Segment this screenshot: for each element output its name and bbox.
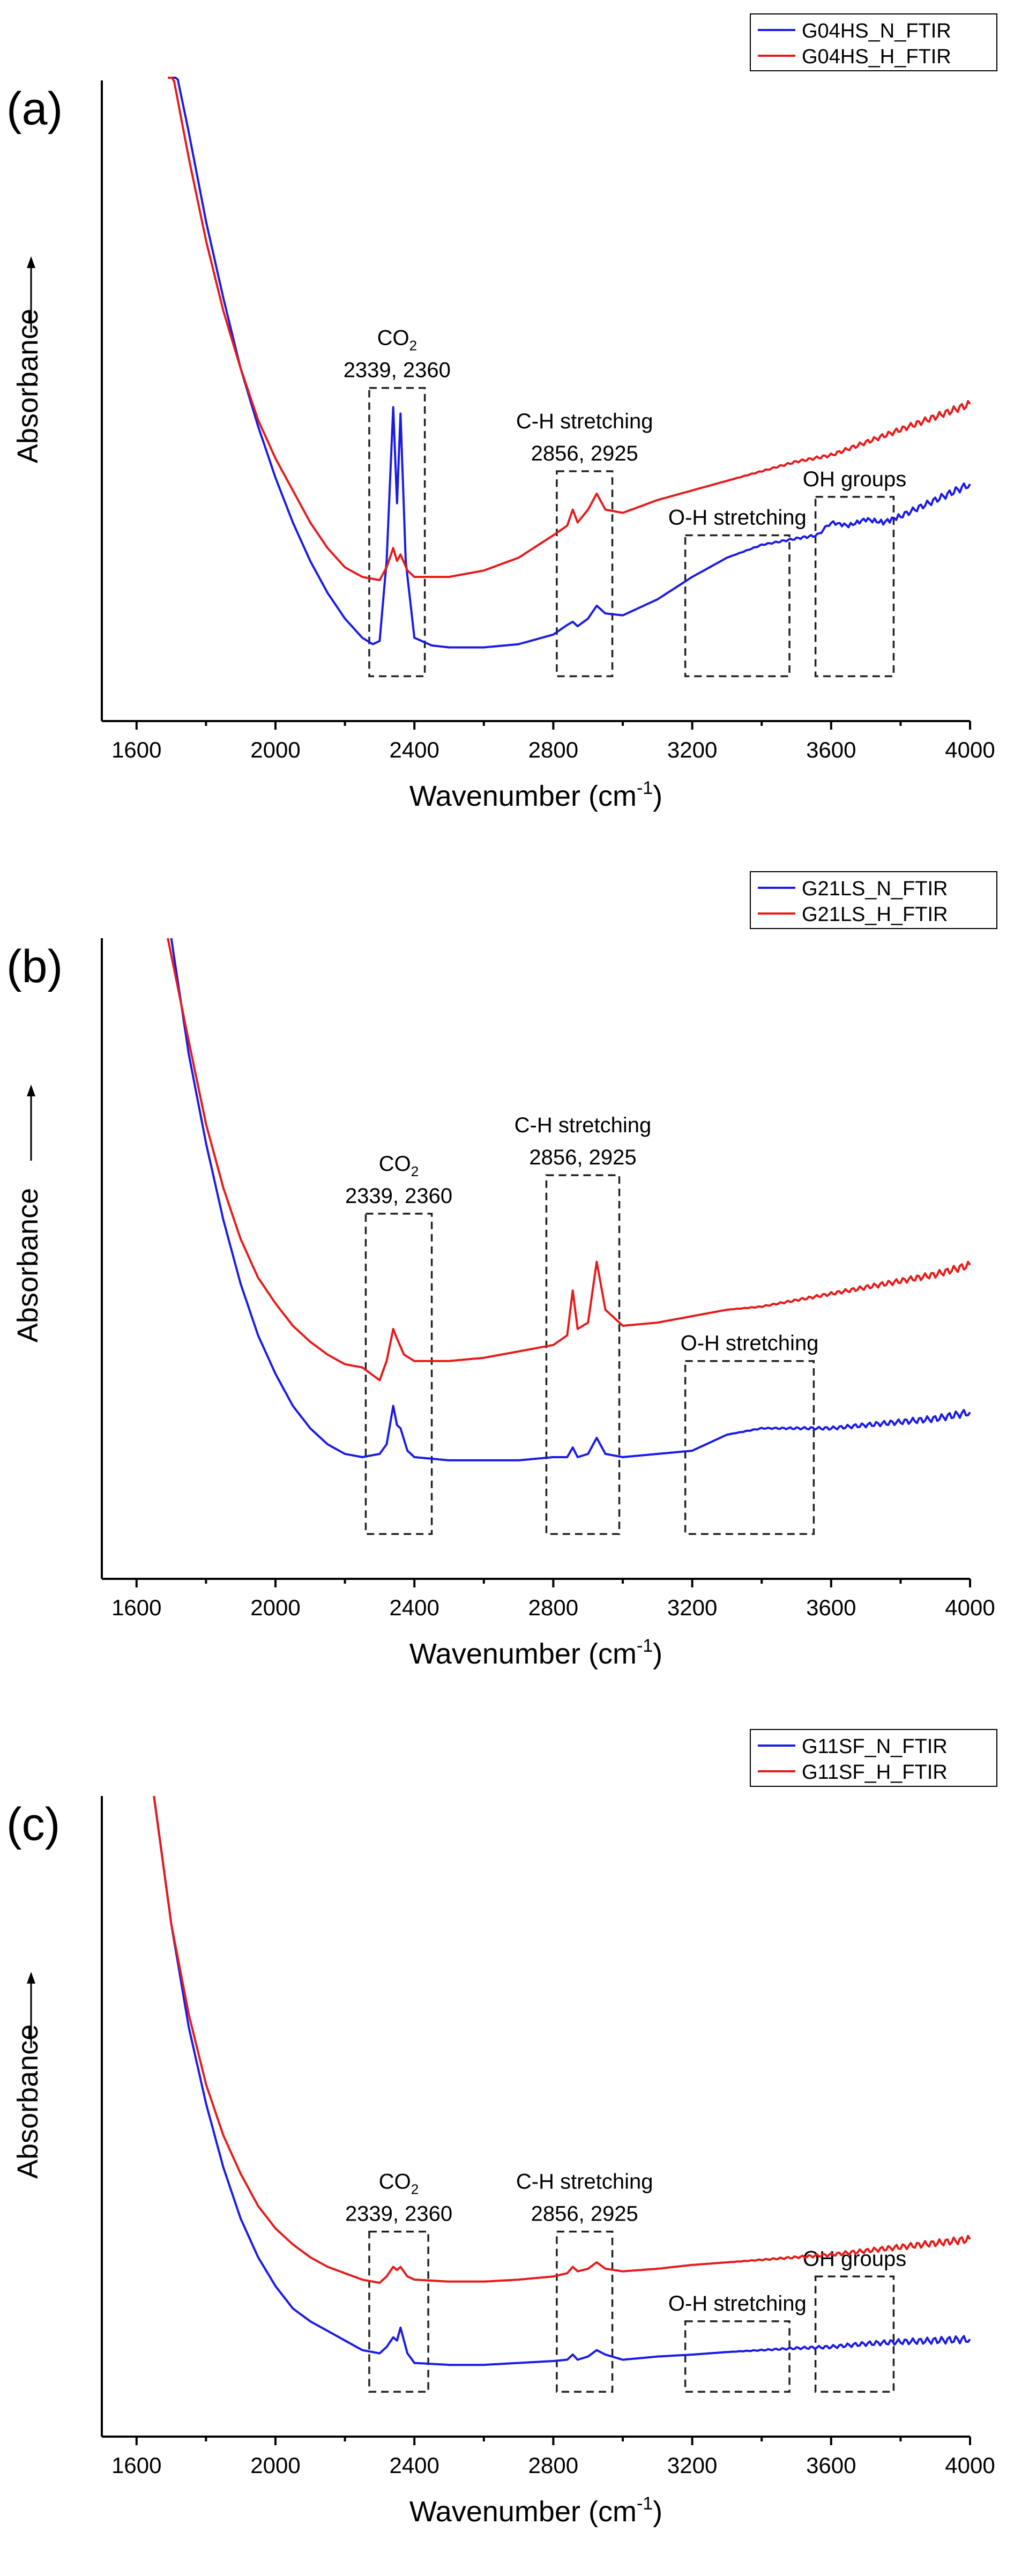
x-tick-label: 2400 [389,1595,439,1620]
annotation-box [364,1213,433,1535]
x-axis-label: Wavenumber (cm-1) [409,1636,662,1670]
x-tick-label: 2800 [528,1595,578,1620]
series-line-n [170,938,971,1461]
legend-entry: G11SF_N_FTIR [802,1735,948,1758]
annotation-title: OH groups [803,467,906,491]
annotation-title: O-H stretching [668,506,807,529]
annotation-peaks: 2339, 2360 [345,2202,452,2226]
legend-entry: G21LS_N_FTIR [802,878,948,900]
x-axis-label: Wavenumber (cm-1) [409,778,662,812]
annotation-box [814,2275,895,2393]
legend-box [750,13,997,71]
series-line-h [167,938,971,1382]
annotation-title: C-H stretching [516,2170,653,2194]
x-axis-label-close: ) [653,2496,662,2528]
panel-label: (a) [6,83,63,135]
x-tick-label: 2000 [250,737,300,762]
annotation-title: C-H stretching [516,410,653,433]
annotation-title-text: C-H stretching [516,410,653,433]
annotation-title-text: CO [377,326,409,350]
x-axis-label-text: Wavenumber (cm [409,2496,637,2528]
annotation-box [368,2230,429,2393]
legend-entry: G11SF_H_FTIR [802,1761,948,1784]
legend-box [750,1729,997,1787]
annotation-peaks: 2856, 2925 [531,2202,638,2226]
x-tick-label: 3200 [667,737,717,762]
annotation-title: O-H stretching [681,1332,819,1355]
annotation-box [684,2320,791,2393]
x-tick-label: 4000 [945,737,995,762]
x-tick-label: 1600 [111,737,161,762]
y-axis-arrow-head [27,1085,35,1096]
x-axis-label-text: Wavenumber (cm [409,1638,637,1670]
annotation-title: CO2 [379,2170,419,2198]
y-axis-label: Absorbance [12,309,44,463]
x-tick-label: 2000 [250,2453,300,2478]
chart-c: 1600 2000 2400 2800 3200 3600 4000 Wavenumber (… [6,1729,997,2528]
series-line-n [171,77,971,649]
annotation-box [814,496,895,678]
x-tick-label: 2400 [389,2453,439,2478]
legend-entry: G04HS_H_FTIR [802,46,951,68]
y-axis-label: Absorbance [12,2024,44,2179]
chart-b: 1600 2000 2400 2800 3200 3600 4000 Wavenumber (… [6,871,997,1670]
x-tick-label: 3200 [667,1595,717,1620]
annotation-title-sub: 2 [411,1163,419,1179]
annotation-title-text: C-H stretching [515,1113,652,1137]
x-axis-label-sup: -1 [637,2493,653,2514]
chart-panel-a: 1600 2000 2400 2800 3200 3600 4000 Wavenumber (… [0,0,1014,858]
series-line-n [153,1795,971,2366]
annotation-title: CO2 [377,326,417,354]
x-tick-label: 3200 [667,2453,717,2478]
chart-panel-b: 1600 2000 2400 2800 3200 3600 4000 Wavenumber (… [0,858,1014,1716]
annotation-box [556,2230,614,2393]
x-tick-label: 2800 [528,737,578,762]
series-line-h [168,77,971,582]
panel-label: (b) [6,941,63,992]
annotation-title-text: C-H stretching [516,2170,653,2194]
x-tick-label: 3600 [806,2453,856,2478]
annotation-peaks: 2856, 2925 [529,1146,636,1169]
legend-entry: G04HS_N_FTIR [802,20,951,42]
x-tick-label: 2800 [528,2453,578,2478]
annotation-title: C-H stretching [515,1113,652,1137]
annotation-box [684,534,791,678]
annotation-peaks: 2856, 2925 [531,442,638,465]
chart-a: 1600 2000 2400 2800 3200 3600 4000 Wavenumber (… [6,13,997,812]
x-axis-label-text: Wavenumber (cm [409,780,637,812]
x-tick-label: 3600 [806,1595,856,1620]
annotation-box [684,1360,815,1535]
annotation-peaks: 2339, 2360 [344,359,451,382]
annotation-title-text: CO [379,1152,411,1176]
y-axis-arrow-head [27,1972,35,1984]
chart-panel-c: 1600 2000 2400 2800 3200 3600 4000 Wavenumber (… [0,1716,1014,2573]
x-axis-label: Wavenumber (cm-1) [409,2493,662,2528]
x-axis-label-close: ) [653,780,662,812]
x-tick-label: 4000 [945,1595,995,1620]
annotation-title-sub: 2 [409,338,417,354]
legend-box [750,871,997,929]
x-axis-label-close: ) [653,1638,662,1670]
x-tick-label: 1600 [111,2453,161,2478]
panel-label: (c) [6,1799,60,1850]
x-tick-label: 1600 [111,1595,161,1620]
annotation-box [556,470,614,678]
x-tick-label: 2400 [389,737,439,762]
annotation-peaks: 2339, 2360 [345,1184,452,1208]
annotation-title-text: CO [379,2170,411,2194]
x-axis-label-sup: -1 [637,778,653,798]
legend-entry: G21LS_H_FTIR [802,903,948,926]
y-axis-label: Absorbance [12,1188,44,1342]
x-tick-label: 4000 [945,2453,995,2478]
y-axis-arrow-head [27,256,35,268]
annotation-title: O-H stretching [668,2292,807,2315]
annotation-title: CO2 [379,1152,419,1179]
x-tick-label: 2000 [250,1595,300,1620]
x-axis-label-sup: -1 [637,1636,653,1656]
annotation-title-sub: 2 [411,2181,419,2198]
annotation-box [368,387,426,678]
annotation-box [545,1174,621,1535]
x-tick-label: 3600 [806,737,856,762]
series-line-h [153,1795,971,2284]
